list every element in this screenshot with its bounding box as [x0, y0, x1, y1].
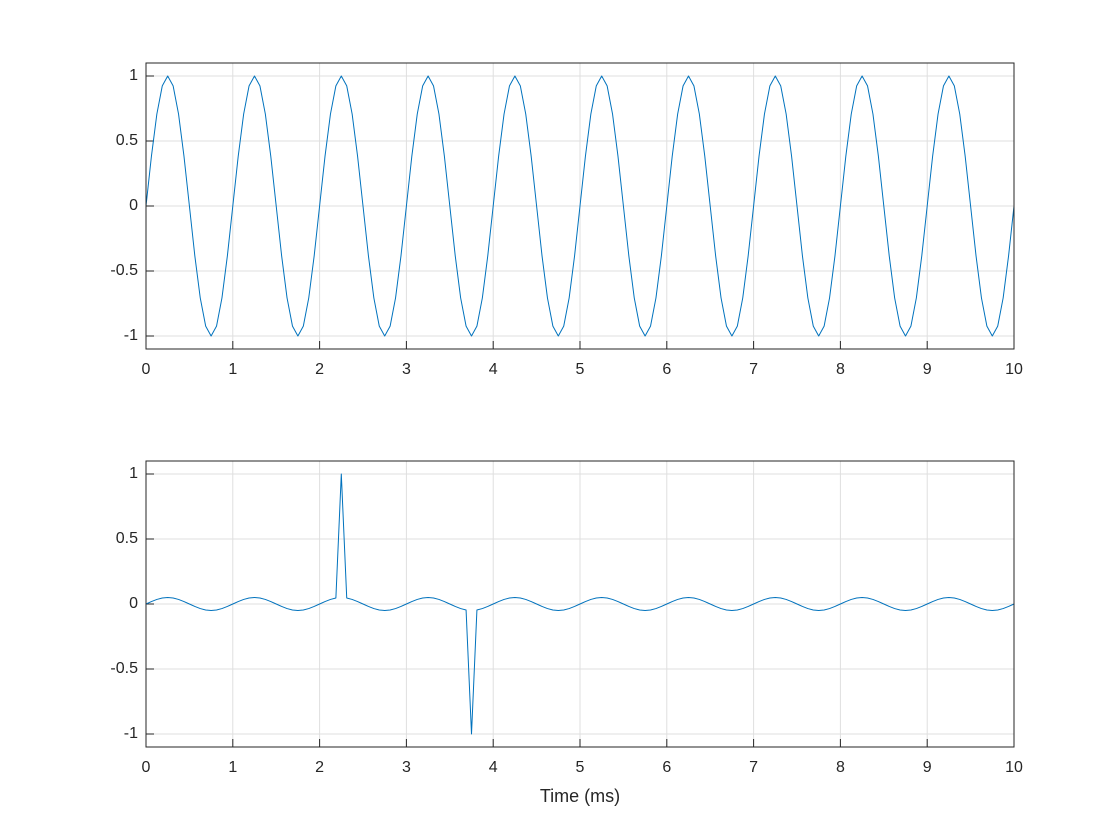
x-tick-label: 0 — [142, 361, 151, 378]
axes-box — [145, 62, 1015, 350]
y-tick-label: 0 — [129, 595, 138, 612]
y-tick-label: 1 — [129, 465, 138, 482]
data-line — [145, 473, 1015, 735]
x-tick-label: 3 — [402, 759, 411, 776]
x-tick-label: 1 — [228, 759, 237, 776]
x-tick-label: 2 — [315, 759, 324, 776]
x-tick-label: 8 — [836, 759, 845, 776]
x-tick-label: 2 — [315, 361, 324, 378]
y-tick-label: 0.5 — [116, 530, 138, 547]
x-tick-label: 5 — [576, 759, 585, 776]
axes: 0 1 2 3 4 5 6 7 8 9 10 -1 -0.5 0 0.5 1 Time (ms) — [110, 460, 1023, 806]
y-tick-label: -1 — [124, 725, 138, 742]
x-tick-label: 4 — [489, 361, 498, 378]
axes-box — [145, 460, 1015, 748]
y-tick-label: -0.5 — [110, 262, 138, 279]
data-line — [145, 75, 1015, 337]
x-tick-label: 5 — [576, 361, 585, 378]
x-tick-label: 0 — [142, 759, 151, 776]
x-tick-label: 6 — [662, 759, 671, 776]
x-tick-label: 6 — [662, 361, 671, 378]
y-tick-label: 1 — [129, 67, 138, 84]
x-tick-label: 7 — [749, 759, 758, 776]
x-tick-label: 8 — [836, 361, 845, 378]
axes: 0 1 2 3 4 5 6 7 8 9 10 -1 -0.5 0 0.5 1 — [110, 62, 1023, 378]
y-tick-label: 0.5 — [116, 132, 138, 149]
x-tick-label: 4 — [489, 759, 498, 776]
y-tick-label: 0 — [129, 197, 138, 214]
x-tick-label: 9 — [923, 361, 932, 378]
x-tick-label: 1 — [228, 361, 237, 378]
x-axis-label: Time (ms) — [540, 786, 620, 806]
y-tick-label: -0.5 — [110, 660, 138, 677]
x-tick-label: 10 — [1005, 361, 1023, 378]
x-tick-label: 3 — [402, 361, 411, 378]
x-tick-label: 9 — [923, 759, 932, 776]
x-tick-label: 7 — [749, 361, 758, 378]
x-tick-label: 10 — [1005, 759, 1023, 776]
y-tick-label: -1 — [124, 327, 138, 344]
